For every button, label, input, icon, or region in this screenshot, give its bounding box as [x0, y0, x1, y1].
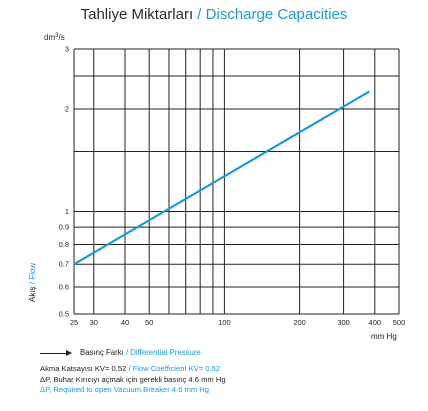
x-tick-label: 25	[70, 318, 78, 327]
x-tick-label: 400	[369, 318, 382, 327]
flow-series	[73, 90, 370, 266]
x-tick-labels: 25 30 40 50 100 200 300 400 500	[70, 318, 405, 327]
y-grid-lines	[74, 48, 399, 315]
x-unit-label: mm Hg	[371, 332, 397, 341]
kv-note-sep: /	[126, 364, 133, 373]
kv-note-tr: Akma Katsayısı KV= 0.52	[40, 364, 127, 373]
y-axis-label-tr: Akış	[28, 286, 37, 302]
kv-note: Akma Katsayısı KV= 0.52 / Flow Coefficie…	[40, 364, 226, 375]
x-tick-label: 300	[337, 318, 350, 327]
x-tick-label: 40	[121, 318, 129, 327]
y-tick-label: 0.9	[59, 223, 69, 232]
y-tick-labels: 0.5 0.6 0.7 0.8 0.9 1 2 3	[59, 45, 69, 319]
title-turkish: Tahliye Miktarları	[80, 6, 194, 23]
notes-block: Akma Katsayısı KV= 0.52 / Flow Coefficie…	[40, 364, 226, 396]
dp-note-en: ΔP, Required to open Vacuum Breaker 4.6 …	[40, 385, 209, 394]
y-tick-label: 1	[65, 207, 69, 216]
y-tick-label: 3	[65, 45, 69, 54]
x-axis-arrow-head	[66, 350, 72, 356]
y-tick-label: 0.7	[59, 260, 69, 269]
title-separator: /	[193, 6, 206, 23]
page-title: Tahliye Miktarları / Discharge Capacitie…	[0, 6, 428, 23]
x-tick-label: 50	[145, 318, 153, 327]
x-tick-label: 100	[218, 318, 231, 327]
y-tick-label: 0.6	[59, 283, 69, 292]
x-axis-arrow	[40, 353, 68, 354]
y-tick-label: 2	[65, 104, 69, 113]
x-axis-label-en: Differential Pressure	[130, 348, 201, 357]
y-tick-label: 0.8	[59, 240, 69, 249]
y-unit-label: dm3/s	[44, 33, 65, 42]
kv-note-en: Flow Coefficient KV= 0.52	[132, 364, 221, 373]
y-axis-label: Akış / Flow	[28, 263, 37, 302]
x-axis-label-tr: Basınç Farkı	[80, 348, 124, 357]
y-tick-label: 0.5	[59, 310, 69, 319]
x-tick-label: 500	[393, 318, 406, 327]
x-axis-label-sep: /	[123, 348, 131, 357]
x-tick-label: 30	[90, 318, 98, 327]
y-axis-label-en: Flow	[28, 263, 37, 280]
x-grid-lines	[73, 49, 400, 314]
x-tick-label: 200	[293, 318, 306, 327]
y-axis-label-sep: /	[28, 280, 37, 287]
x-axis-label: Basınç Farkı / Differential Pressure	[80, 348, 201, 357]
title-english: Discharge Capacities	[205, 6, 348, 23]
dp-note-tr: ΔP, Buhar Kırıcıyı açmak için gerekli ba…	[40, 374, 226, 384]
flow-line	[73, 90, 370, 266]
